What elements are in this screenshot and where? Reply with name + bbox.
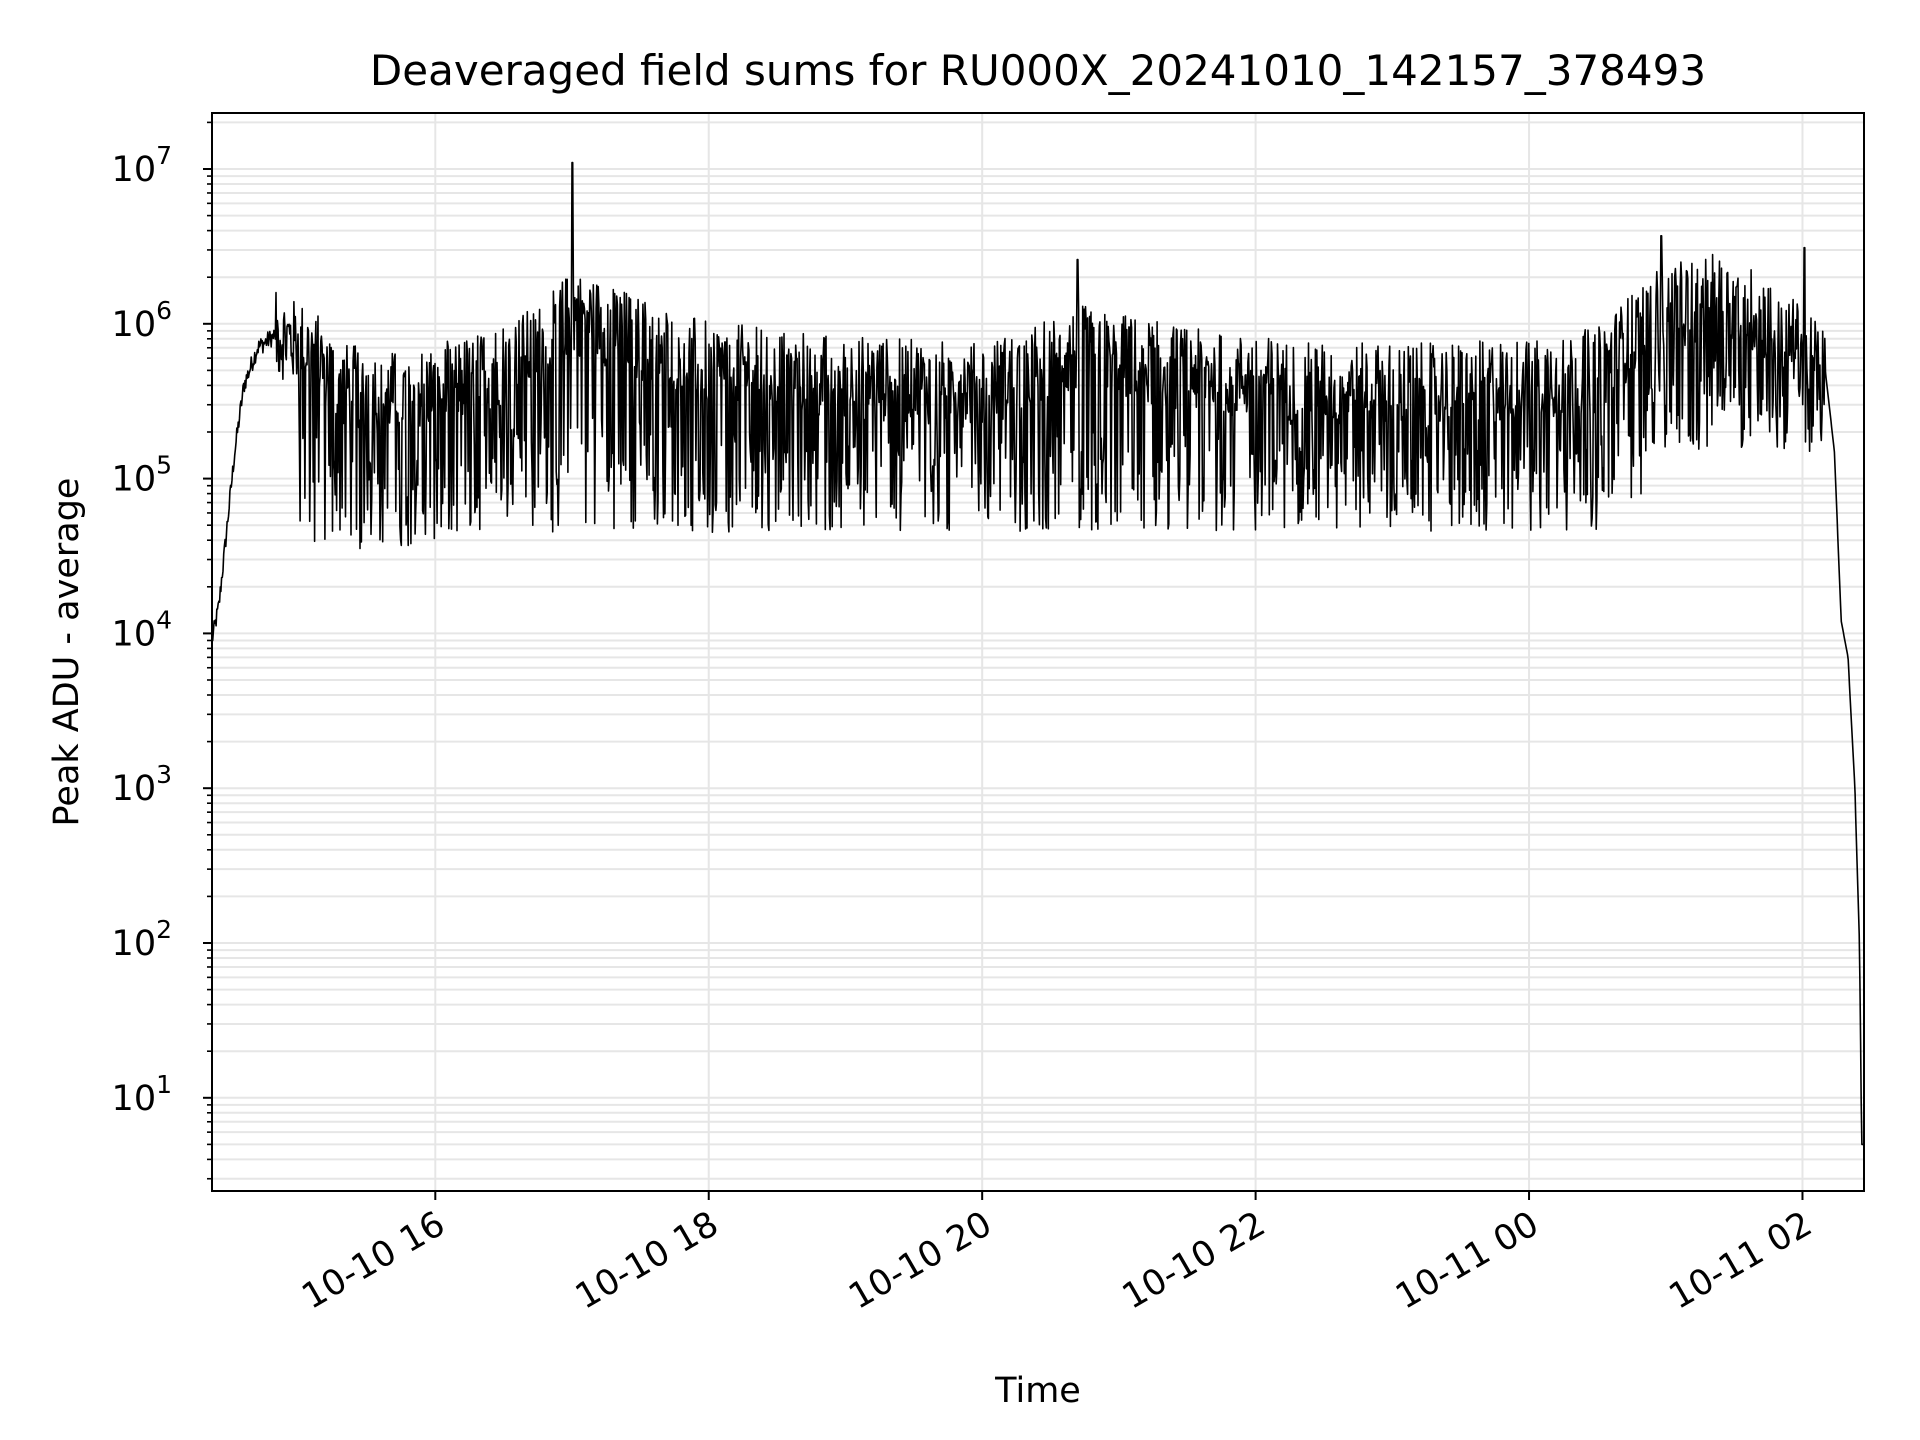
plot-frame <box>211 112 1865 1192</box>
y-tick-label: 102 <box>112 915 172 964</box>
x-axis-label: Time <box>994 1371 1081 1411</box>
chart-title: Deaveraged field sums for RU000X_2024101… <box>370 46 1706 95</box>
y-axis: 101 102 103 104 105 106 107 <box>112 121 212 1180</box>
y-axis-label: Peak ADU - average <box>47 478 87 827</box>
y-tick-label: 107 <box>112 141 172 190</box>
y-tick-label: 105 <box>112 451 172 500</box>
series-line <box>211 161 1865 1146</box>
y-tick-label: 104 <box>112 605 172 654</box>
y-tick-label: 101 <box>112 1070 172 1119</box>
y-tick-label: 106 <box>112 296 172 345</box>
y-tick-label: 103 <box>112 760 172 809</box>
